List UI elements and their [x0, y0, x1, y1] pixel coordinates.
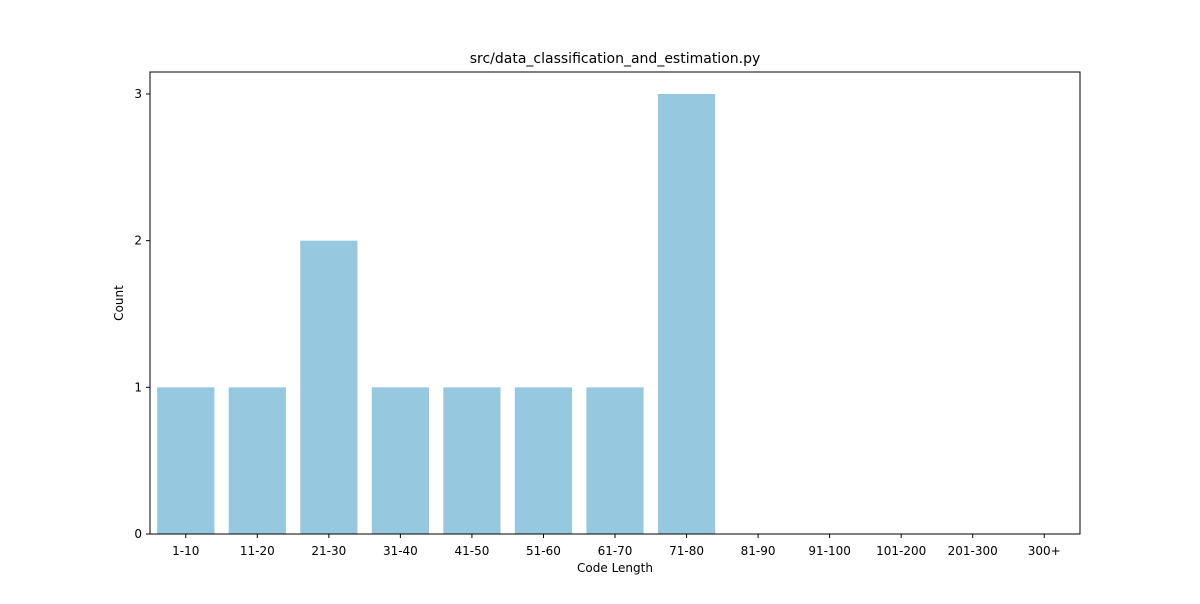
x-axis-ticks: 1-10 11-20 21-30 31-40 41-50 51-60 61-70 71-80 8…	[172, 534, 1061, 558]
x-tick-label: 51-60	[526, 544, 561, 558]
y-axis-ticks: 0 1 2 3	[134, 87, 150, 541]
chart-title: src/data_classification_and_estimation.p…	[470, 51, 761, 67]
bar-71-80	[657, 94, 716, 534]
y-tick-label: 3	[134, 87, 142, 101]
y-tick-label: 1	[134, 380, 142, 394]
bar-11-20	[228, 387, 286, 534]
x-tick-label: 300+	[1028, 544, 1061, 558]
x-tick-label: 91-100	[808, 544, 851, 558]
y-axis-label: Count	[112, 285, 126, 321]
bars-layer	[157, 94, 716, 534]
x-tick-label: 11-20	[240, 544, 275, 558]
y-tick-label: 0	[134, 527, 142, 541]
x-axis-label: Code Length	[577, 561, 653, 575]
x-tick-label: 81-90	[741, 544, 776, 558]
x-tick-label: 201-300	[948, 544, 998, 558]
x-tick-label: 21-30	[311, 544, 346, 558]
x-tick-label: 61-70	[598, 544, 633, 558]
x-tick-label: 41-50	[454, 544, 489, 558]
bar-51-60	[514, 387, 573, 534]
x-tick-label: 31-40	[383, 544, 418, 558]
bar-41-50	[443, 387, 501, 534]
bar-61-70	[586, 387, 644, 534]
x-tick-label: 101-200	[876, 544, 926, 558]
bar-31-40	[371, 387, 429, 534]
x-tick-label: 1-10	[172, 544, 199, 558]
bar-21-30	[300, 240, 358, 534]
bar-1-10	[157, 387, 215, 534]
y-tick-label: 2	[134, 234, 142, 248]
x-tick-label: 71-80	[669, 544, 704, 558]
